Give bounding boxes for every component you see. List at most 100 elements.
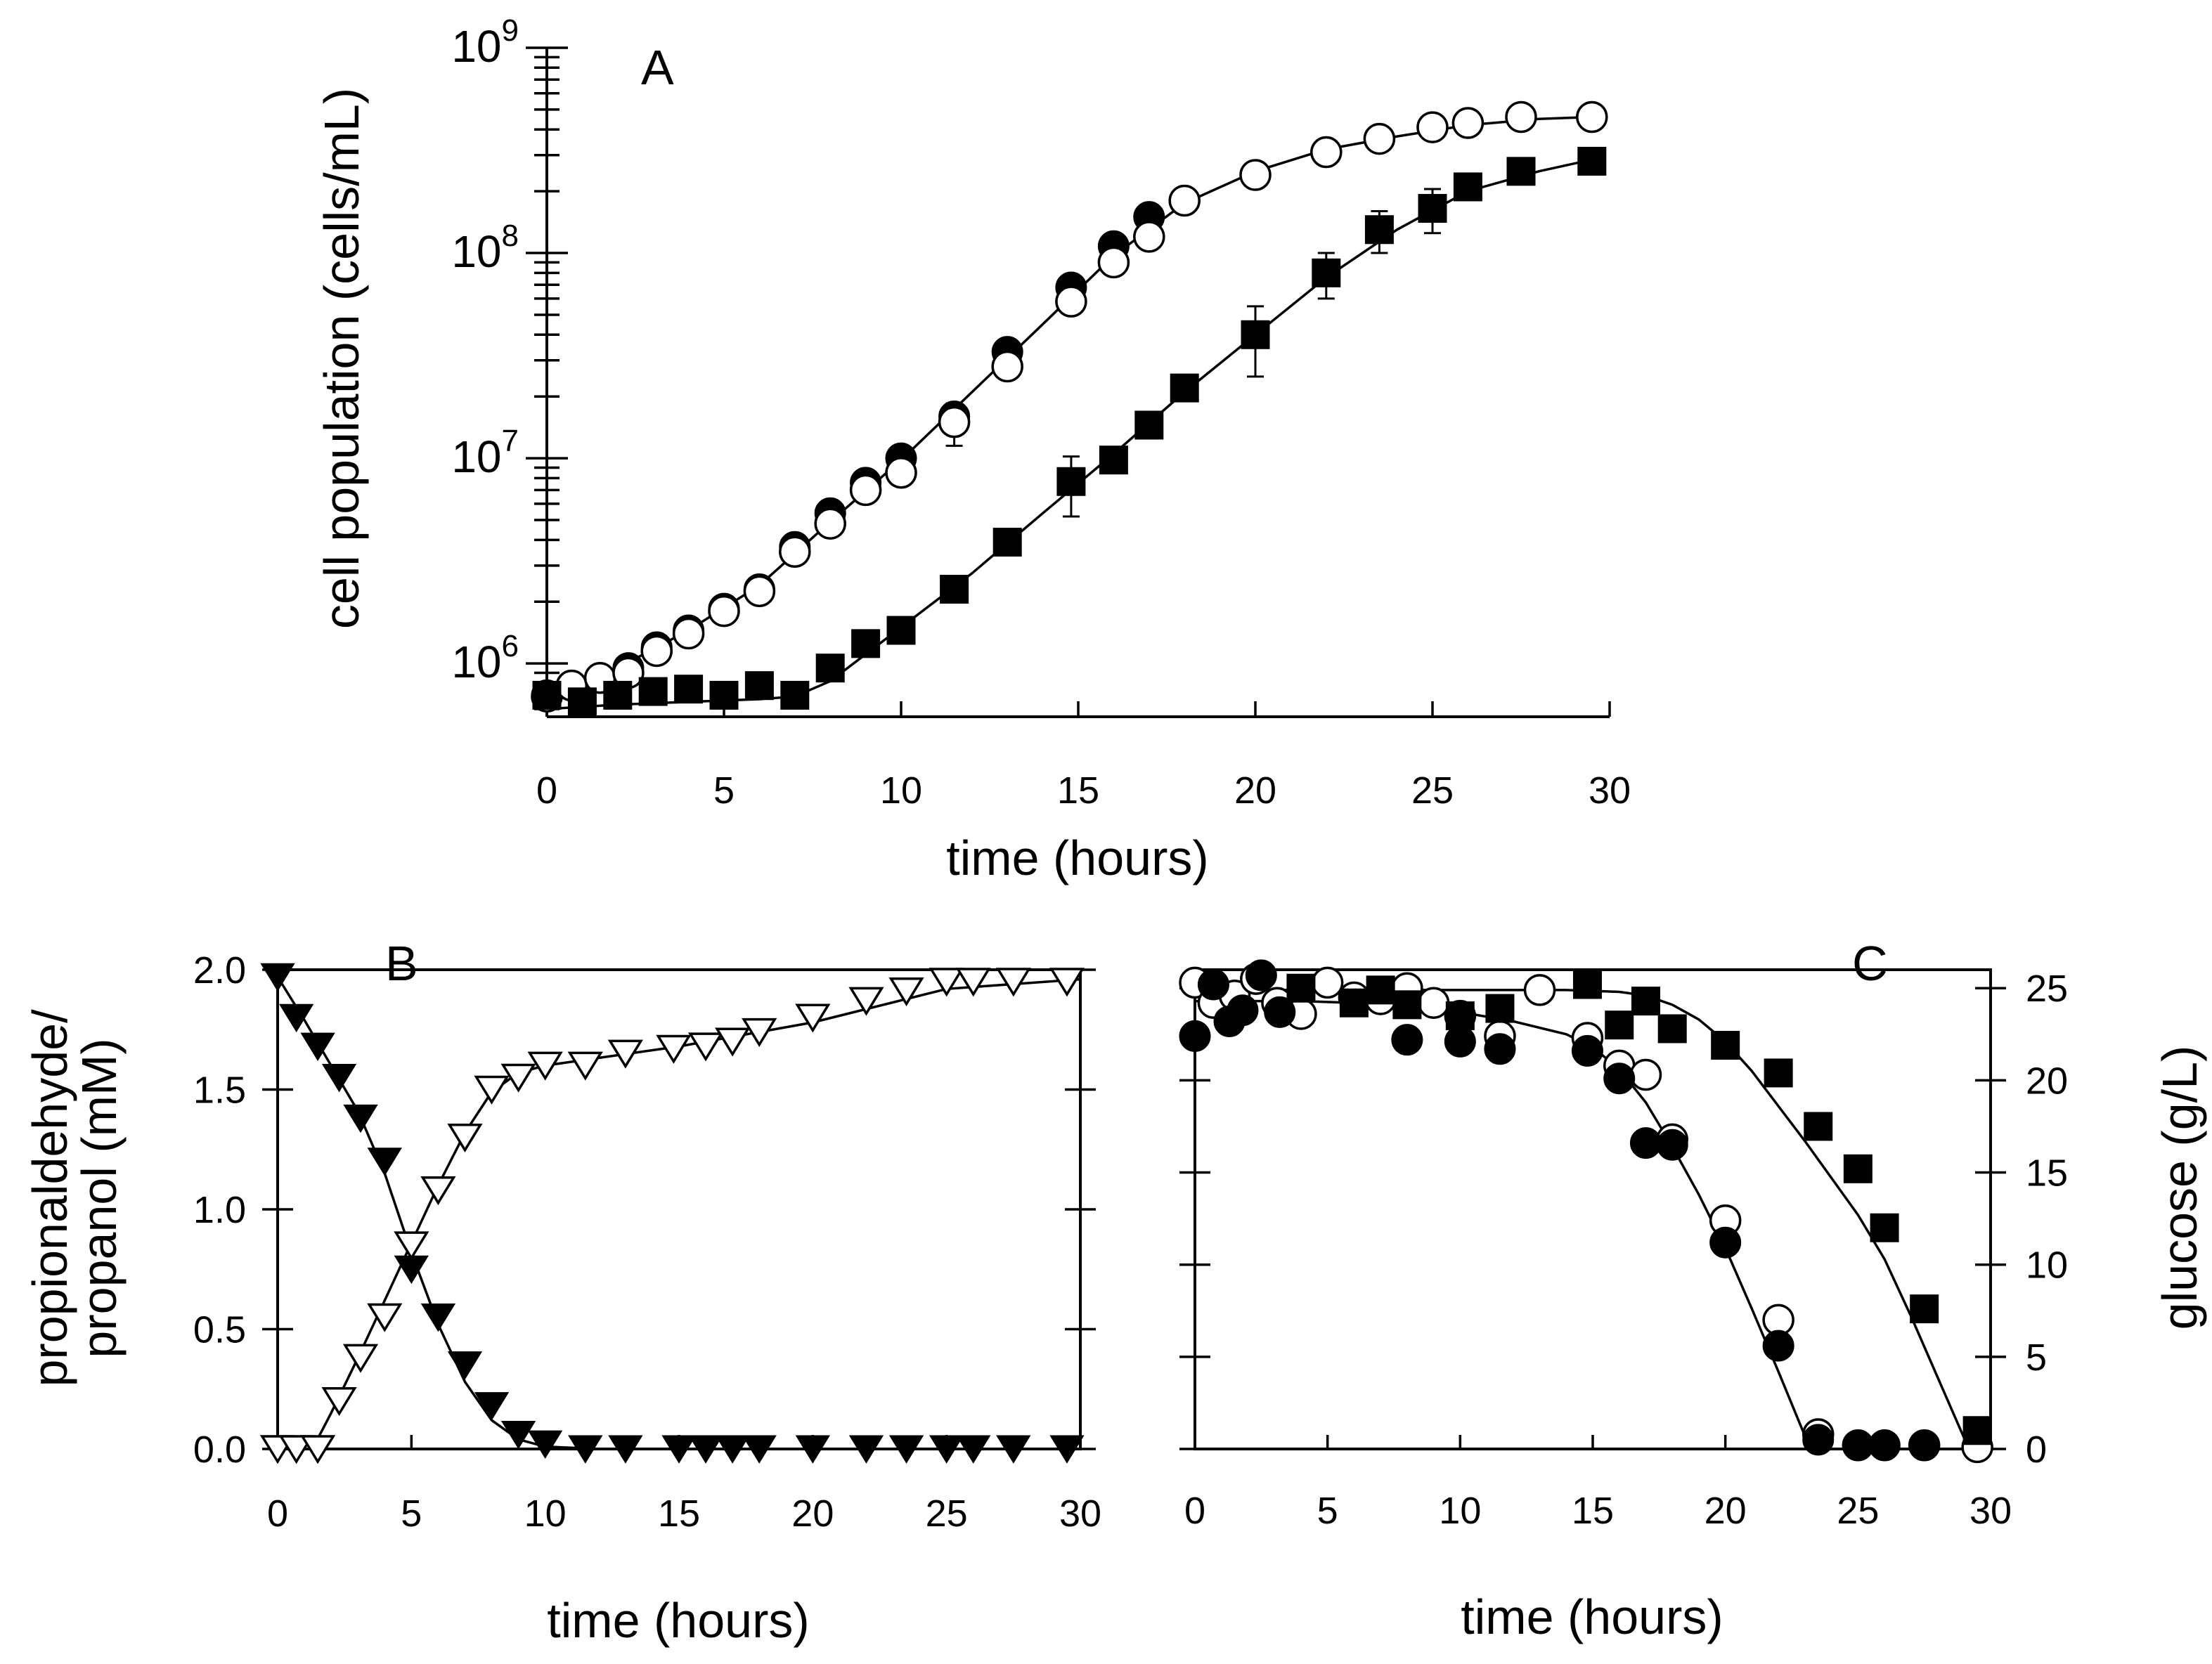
panel-c-y-tick-label: 5 xyxy=(2026,1337,2047,1379)
panel-a-open-circle xyxy=(1133,221,1165,253)
panel-b: 0 5 10 15 20 25 30 0.0 0.5 1.0 1.5 2.0 B time (hour… xyxy=(22,936,1101,1648)
panel-b-x-tick-label: 25 xyxy=(926,1493,968,1535)
panel-b-filled-triangle xyxy=(1049,1435,1085,1464)
panel-a-open-circle xyxy=(640,635,673,668)
panel-b-x-tick-label: 5 xyxy=(401,1493,422,1535)
panel-c-filled-circle xyxy=(1197,968,1229,1001)
panel-a-filled-square xyxy=(886,616,916,645)
panel-a-filled-square xyxy=(815,654,845,683)
panel-b-filled-triangle xyxy=(568,1435,603,1464)
panel-b-filled-triangle xyxy=(300,1032,335,1061)
panel-b-y-tick-label: 0.0 xyxy=(193,1429,246,1471)
panel-b-open-triangle xyxy=(715,1027,751,1057)
panel-b-open-triangle xyxy=(742,1018,777,1048)
panel-b-filled-triangle xyxy=(661,1435,697,1464)
panel-c-filled-square xyxy=(1962,1416,1992,1445)
panel-c-open-circle xyxy=(1523,974,1556,1006)
panel-a-filled-square xyxy=(851,629,881,658)
panel-c-x-axis-label: time (hours) xyxy=(1461,1590,1723,1644)
panel-b-open-triangle xyxy=(278,1435,314,1464)
panel-a-filled-square xyxy=(992,528,1022,557)
panel-b-open-triangle xyxy=(929,968,964,997)
panel-b-y-axis-label-line1: propionaldehyde/ xyxy=(22,1009,77,1387)
panel-a-y-tick-base: 10 xyxy=(451,431,501,482)
panel-c-filled-circle xyxy=(1571,1034,1603,1067)
panel-a-open-circle xyxy=(1505,100,1537,134)
panel-a-filled-square xyxy=(1506,157,1536,186)
panel-a-x-tick-label: 30 xyxy=(1589,769,1631,812)
panel-c-y-axis-label: glucose (g/L) xyxy=(2152,1046,2207,1330)
panel-b-open-triangle xyxy=(474,1075,510,1105)
panel-b-open-triangle xyxy=(367,1303,403,1332)
panel-b-open-triangle xyxy=(342,1344,379,1373)
panel-b-filled-triangle xyxy=(795,1435,831,1464)
panel-a-filled-square xyxy=(1056,467,1086,496)
panel-b-x-tick-label: 15 xyxy=(658,1493,700,1535)
panel-b-open-triangle xyxy=(321,1387,357,1417)
panel-b-open-triangle xyxy=(394,1231,429,1261)
panel-b-filled-triangle xyxy=(321,1063,357,1093)
panel-b-open-triangle xyxy=(995,968,1031,997)
panel-c-filled-circle xyxy=(1444,1025,1476,1058)
panel-c-filled-square xyxy=(1764,1058,1793,1088)
panel-c-filled-square xyxy=(1910,1294,1939,1324)
panel-c-label: C xyxy=(1852,936,1888,991)
panel-c-filled-circle xyxy=(1656,1129,1688,1161)
panel-c-filled-circle xyxy=(1264,996,1296,1028)
panel-b-y-axis-label-line2: propanol (mM) xyxy=(72,1038,127,1358)
panel-a-markers xyxy=(531,100,1608,717)
panel-c-filled-circle xyxy=(1762,1330,1794,1362)
panel-b-open-triangle xyxy=(420,1176,456,1206)
panel-c-filled-circle xyxy=(1908,1429,1941,1462)
panel-c: 0 5 10 15 20 25 30 0 5 10 15 20 25 C time (hours) gl… xyxy=(1179,936,2207,1644)
panel-a-open-circle xyxy=(708,594,740,628)
panel-c-x-tick-label: 0 xyxy=(1184,1490,1205,1532)
panel-a-open-circle xyxy=(849,474,882,507)
panel-a-open-circle xyxy=(1451,107,1485,139)
panel-c-filled-circle xyxy=(1391,1024,1423,1056)
panel-c-x-tick-label: 25 xyxy=(1837,1490,1879,1532)
panel-a-open-circle xyxy=(991,350,1023,383)
panel-b-filled-triangle xyxy=(715,1435,750,1464)
panel-a-x-tick-label: 0 xyxy=(536,769,557,812)
panel-b-filled-triangle xyxy=(420,1303,456,1332)
panel-a-y-tick-exponent: 7 xyxy=(502,424,519,458)
panel-a-filled-square xyxy=(674,675,704,704)
panel-c-open-circle xyxy=(1311,966,1344,999)
panel-b-x-tick-label: 30 xyxy=(1059,1493,1101,1535)
panel-a-x-tick-label: 15 xyxy=(1057,769,1099,812)
panel-c-filled-circle xyxy=(1227,994,1259,1027)
panel-b-filled-triangle xyxy=(527,1430,563,1460)
panel-b-filled-triangle xyxy=(500,1421,536,1450)
panel-c-filled-circle xyxy=(1245,959,1277,992)
panel-b-open-triangle xyxy=(795,1003,831,1033)
panel-a-filled-square xyxy=(1577,146,1607,176)
panel-b-x-tick-label: 10 xyxy=(524,1493,567,1535)
panel-c-y-tick-label: 20 xyxy=(2026,1060,2068,1102)
panel-b-x-tick-label: 20 xyxy=(791,1493,834,1535)
panel-a-x-tick-label: 20 xyxy=(1234,769,1276,812)
panel-b-filled-triangle xyxy=(956,1435,991,1464)
panel-b-open-triangle xyxy=(1049,968,1085,997)
panel-b-open-triangle xyxy=(567,1051,603,1081)
panel-b-open-triangle xyxy=(848,987,884,1016)
panel-a-filled-square xyxy=(638,677,668,706)
panel-a-open-circle xyxy=(1416,111,1449,143)
panel-c-filled-square xyxy=(1485,994,1515,1023)
panel-a-y-tick-label: 108 xyxy=(451,219,519,277)
panel-a-open-circle xyxy=(1168,184,1201,217)
panel-a-open-circle xyxy=(743,575,776,608)
panel-b-filled-triangle xyxy=(278,1003,314,1033)
panel-c-x-tick-label: 15 xyxy=(1572,1490,1614,1532)
panel-a-open-circle xyxy=(1239,159,1272,191)
panel-a-open-circle xyxy=(1363,122,1396,155)
panel-a-y-tick-exponent: 8 xyxy=(502,219,519,253)
panel-c-filled-square xyxy=(1445,1001,1475,1031)
panel-b-filled-triangle xyxy=(688,1435,723,1464)
panel-c-x-tick-label: 5 xyxy=(1317,1490,1338,1532)
panel-a-filled-square xyxy=(1312,258,1341,287)
panel-a-y-axis-label: cell population (cells/mL) xyxy=(314,88,369,629)
panel-a-filled-square xyxy=(1099,446,1128,475)
panel-c-filled-square xyxy=(1605,1010,1634,1040)
